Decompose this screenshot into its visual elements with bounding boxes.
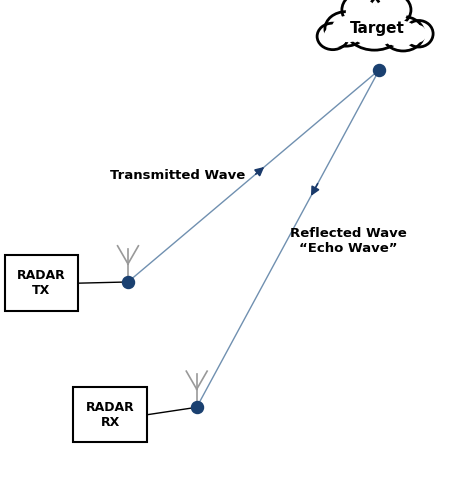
Ellipse shape — [406, 25, 427, 43]
Point — [193, 403, 201, 411]
Text: Target: Target — [349, 21, 404, 37]
Text: Reflected Wave
“Echo Wave”: Reflected Wave “Echo Wave” — [290, 227, 407, 255]
Ellipse shape — [325, 12, 367, 46]
Ellipse shape — [350, 12, 399, 46]
FancyBboxPatch shape — [73, 387, 147, 442]
Ellipse shape — [382, 16, 424, 51]
Ellipse shape — [369, 0, 411, 27]
Ellipse shape — [346, 8, 403, 50]
Ellipse shape — [346, 0, 377, 26]
Point — [375, 66, 383, 74]
Ellipse shape — [331, 16, 365, 42]
Ellipse shape — [404, 20, 433, 47]
Ellipse shape — [342, 0, 381, 27]
Text: RADAR
RX: RADAR RX — [86, 401, 135, 429]
Ellipse shape — [317, 23, 348, 50]
Text: RADAR
TX: RADAR TX — [17, 269, 66, 297]
Point — [124, 278, 132, 286]
Text: Transmitted Wave: Transmitted Wave — [110, 170, 246, 182]
Ellipse shape — [373, 0, 407, 26]
FancyBboxPatch shape — [5, 255, 78, 311]
Ellipse shape — [324, 26, 347, 47]
Ellipse shape — [383, 20, 418, 47]
